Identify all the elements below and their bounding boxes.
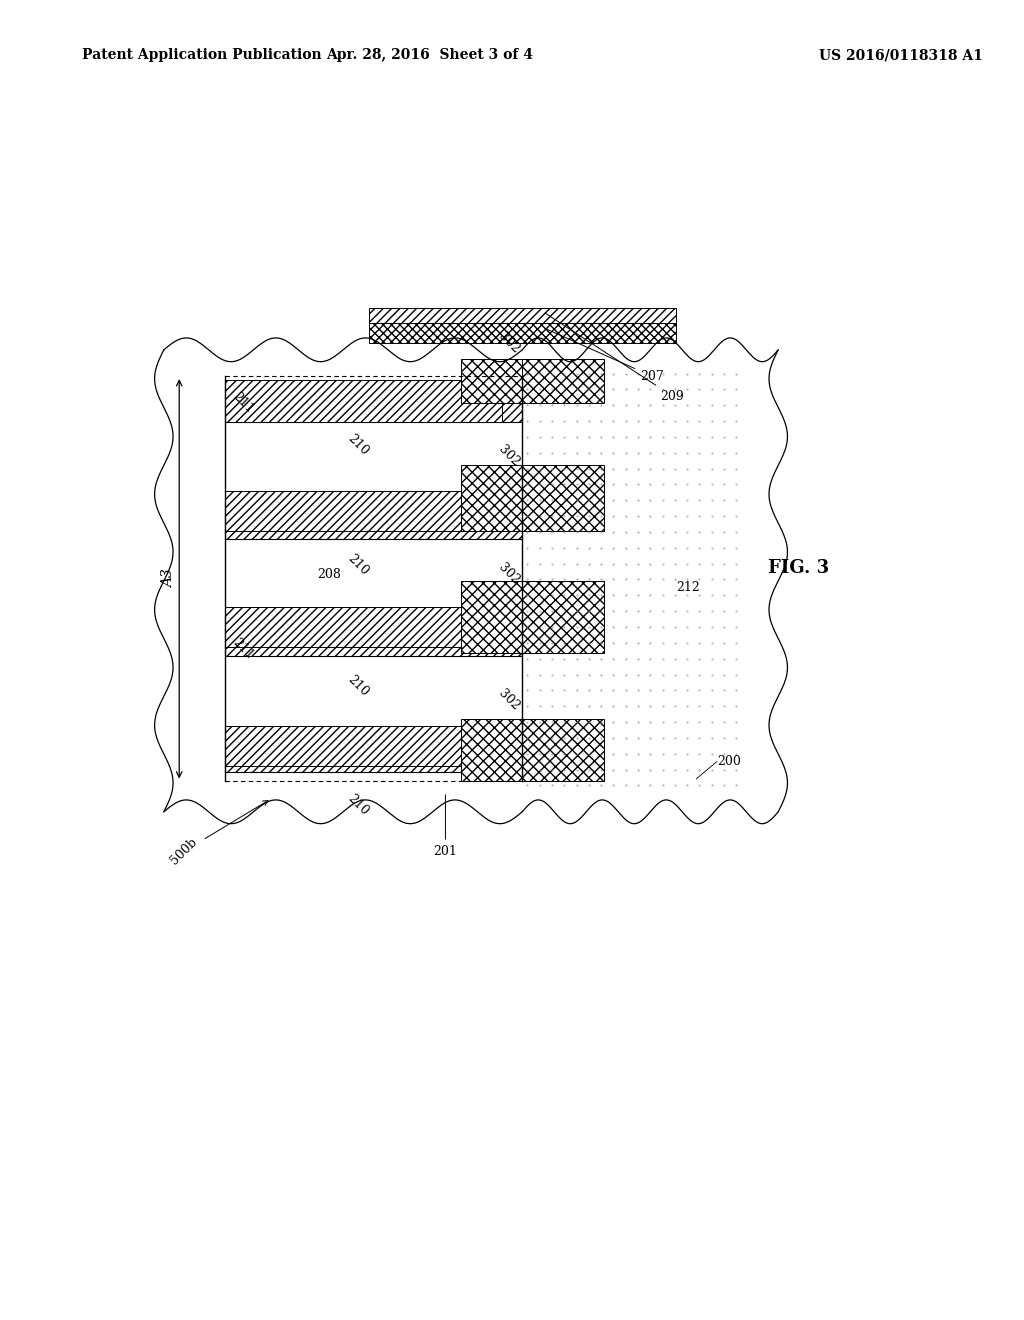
Text: 211: 211 xyxy=(230,389,256,416)
Text: 210: 210 xyxy=(345,792,372,818)
Bar xyxy=(369,323,676,343)
Text: 212: 212 xyxy=(676,581,699,594)
Bar xyxy=(225,491,502,531)
Text: 211: 211 xyxy=(230,636,256,663)
Text: 302: 302 xyxy=(496,330,522,356)
Text: 209: 209 xyxy=(545,313,684,403)
Text: A3: A3 xyxy=(162,569,176,587)
Text: 201: 201 xyxy=(433,795,458,858)
Bar xyxy=(461,719,543,781)
Text: 500b: 500b xyxy=(168,801,268,867)
Text: Patent Application Publication: Patent Application Publication xyxy=(82,49,322,62)
Text: 302: 302 xyxy=(496,442,522,469)
Bar xyxy=(522,581,604,653)
Bar xyxy=(461,581,543,653)
Bar xyxy=(522,465,604,531)
Bar xyxy=(225,616,522,656)
Bar xyxy=(225,726,502,766)
Text: 210: 210 xyxy=(345,552,372,578)
Text: FIG. 3: FIG. 3 xyxy=(768,558,829,577)
Bar xyxy=(369,308,676,323)
Bar xyxy=(225,733,522,772)
Bar xyxy=(522,719,604,781)
Bar xyxy=(461,465,543,531)
Text: US 2016/0118318 A1: US 2016/0118318 A1 xyxy=(819,49,983,62)
Bar xyxy=(225,499,522,539)
Text: Apr. 28, 2016  Sheet 3 of 4: Apr. 28, 2016 Sheet 3 of 4 xyxy=(327,49,534,62)
Bar xyxy=(522,359,604,403)
Bar xyxy=(225,383,522,422)
Text: 200: 200 xyxy=(717,755,740,768)
Text: 207: 207 xyxy=(545,329,664,383)
Text: 302: 302 xyxy=(496,561,522,587)
Bar xyxy=(225,607,502,647)
Text: 210: 210 xyxy=(345,673,372,700)
Text: 208: 208 xyxy=(317,568,341,581)
Text: 302: 302 xyxy=(496,686,522,713)
Bar xyxy=(225,380,502,422)
Bar xyxy=(461,359,543,403)
Text: 210: 210 xyxy=(345,432,372,458)
